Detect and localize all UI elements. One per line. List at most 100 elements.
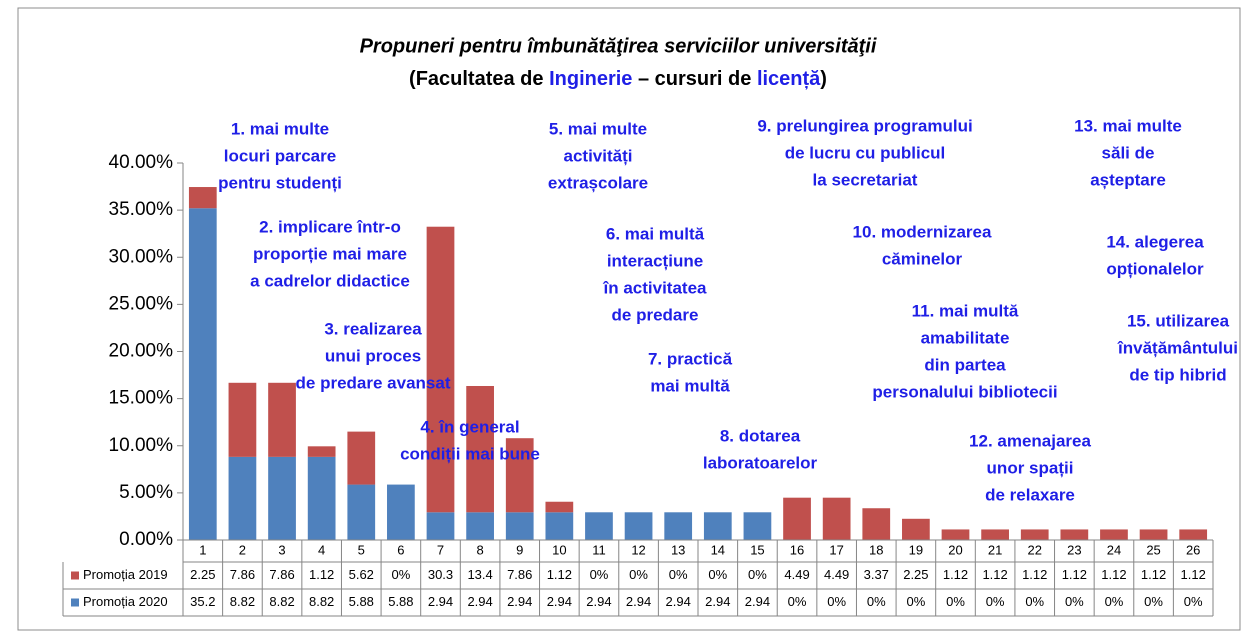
annotation: 12. amenajarea — [969, 431, 1091, 450]
x-tick-label: 16 — [790, 542, 804, 557]
legend-label: Promoția 2019 — [83, 567, 168, 582]
y-tick-label: 0.00% — [119, 529, 173, 550]
annotation: 2. implicare într-o — [259, 217, 401, 236]
x-tick-label: 15 — [750, 542, 764, 557]
x-tick-label: 11 — [592, 542, 606, 557]
table-cell: 0% — [946, 594, 965, 609]
table-cell: 1.12 — [1062, 567, 1087, 582]
annotation: 7. practică — [648, 349, 733, 368]
table-cell: 0% — [788, 594, 807, 609]
chart-title: Propuneri pentru îmbunătăţirea serviciil… — [360, 35, 877, 57]
annotation: interacțiune — [607, 251, 703, 270]
table-cell: 2.94 — [507, 594, 532, 609]
table-cell: 0% — [391, 567, 410, 582]
x-tick-label: 17 — [829, 542, 843, 557]
x-tick-label: 23 — [1067, 542, 1081, 557]
bar-segment — [466, 385, 494, 513]
x-tick-label: 18 — [869, 542, 883, 557]
bar-segment — [703, 512, 732, 540]
table-cell: 0% — [1105, 594, 1124, 609]
table-cell: 2.25 — [903, 567, 928, 582]
table-cell: 7.86 — [269, 567, 294, 582]
table-cell: 35.2 — [190, 594, 215, 609]
table-cell: 4.49 — [784, 567, 809, 582]
table-cell: 2.25 — [190, 567, 215, 582]
annotation: 15. utilizarea — [1127, 311, 1230, 330]
annotation: unui proces — [325, 346, 421, 365]
bar-segment — [941, 529, 970, 540]
table-cell: 0% — [867, 594, 886, 609]
annotation: 9. prelungirea programului — [757, 116, 972, 135]
bar-segment — [426, 226, 455, 513]
table-cell: 0% — [1065, 594, 1084, 609]
x-tick-label: 7 — [437, 542, 444, 557]
bar-segment — [505, 512, 534, 540]
bar-segment — [1100, 529, 1128, 540]
x-tick-label: 4 — [318, 542, 325, 557]
table-cell: 4.49 — [824, 567, 849, 582]
bar-segment — [1179, 529, 1208, 540]
annotation: locuri parcare — [224, 146, 336, 165]
annotation: din partea — [924, 355, 1006, 374]
annotation: 5. mai multe — [549, 119, 647, 138]
table-cell: 1.12 — [1141, 567, 1166, 582]
x-tick-label: 19 — [909, 542, 923, 557]
y-tick-label: 30.00% — [109, 246, 174, 267]
table-cell: 5.62 — [349, 567, 374, 582]
table-cell: 30.3 — [428, 567, 453, 582]
subtitle-part: ) — [820, 68, 827, 90]
bar-segment — [743, 512, 772, 540]
annotation: așteptare — [1090, 170, 1166, 189]
bar-segment — [387, 484, 415, 540]
bar-segment — [268, 456, 296, 540]
annotation: condiții mai bune — [400, 444, 540, 463]
y-tick-label: 15.00% — [109, 388, 174, 409]
bar-segment — [822, 497, 851, 540]
x-tick-label: 3 — [278, 542, 285, 557]
table-cell: 2.94 — [547, 594, 572, 609]
y-tick-label: 5.00% — [119, 482, 173, 503]
bar-segment — [307, 446, 336, 457]
table-cell: 1.12 — [943, 567, 968, 582]
annotation: de lucru cu publicul — [785, 143, 946, 162]
table-cell: 2.94 — [666, 594, 691, 609]
subtitle-part: – cursuri de — [632, 68, 757, 90]
bar-segment — [188, 187, 217, 209]
subtitle-part: (Facultatea de — [409, 68, 549, 90]
annotation: învățământului — [1117, 338, 1238, 357]
x-tick-label: 14 — [711, 542, 725, 557]
table-cell: 1.12 — [309, 567, 334, 582]
subtitle-part: Inginerie — [549, 68, 632, 90]
table-cell: 2.94 — [705, 594, 730, 609]
annotation: extrașcolare — [548, 173, 648, 192]
annotation: 10. modernizarea — [853, 222, 992, 241]
table-cell: 13.4 — [467, 567, 492, 582]
table-cell: 0% — [906, 594, 925, 609]
table-cell: 8.82 — [269, 594, 294, 609]
table-cell: 0% — [1184, 594, 1203, 609]
legend-swatch — [71, 571, 79, 580]
table-cell: 1.12 — [547, 567, 572, 582]
annotation: la secretariat — [813, 170, 918, 189]
table-cell: 2.94 — [586, 594, 611, 609]
legend-label: Promoția 2020 — [83, 594, 168, 609]
table-cell: 0% — [827, 594, 846, 609]
table-cell: 0% — [986, 594, 1005, 609]
annotation: căminelor — [882, 249, 963, 268]
y-tick-label: 35.00% — [109, 199, 174, 220]
table-cell: 0% — [629, 567, 648, 582]
bar-segment — [1060, 529, 1089, 540]
bar-segment — [1020, 529, 1049, 540]
annotation: opționalelor — [1106, 259, 1204, 278]
bar-segment — [624, 512, 653, 540]
x-tick-label: 9 — [516, 542, 523, 557]
table-cell: 0% — [590, 567, 609, 582]
annotation: de predare avansat — [296, 373, 451, 392]
table-cell: 5.88 — [388, 594, 413, 609]
annotation: săli de — [1102, 143, 1155, 162]
annotation: personalului bibliotecii — [872, 382, 1057, 401]
y-tick-label: 20.00% — [109, 341, 174, 362]
annotation: 6. mai multă — [606, 224, 705, 243]
x-tick-label: 22 — [1027, 542, 1041, 557]
